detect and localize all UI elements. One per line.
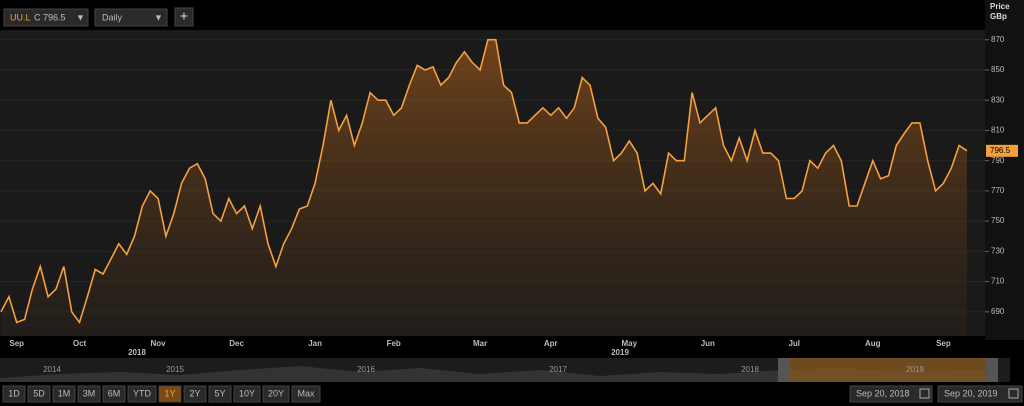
- dropdown-arrow: ▼: [76, 12, 85, 22]
- ticker: UU.L: [10, 12, 31, 22]
- y-tick-label: 710: [991, 277, 1005, 286]
- range-button-label: 6M: [108, 388, 121, 398]
- y-axis-title: Price: [990, 2, 1010, 11]
- navigator-year: 2018: [741, 365, 759, 374]
- range-button[interactable]: [208, 385, 232, 403]
- range-button[interactable]: [262, 385, 290, 403]
- date-to-box[interactable]: [937, 385, 1023, 403]
- y-tick-label: 810: [991, 126, 1005, 135]
- add-label: +: [180, 8, 188, 24]
- axis-panel: [985, 0, 1024, 340]
- x-tick-label: Feb: [387, 339, 401, 348]
- quote: C 796.5: [34, 12, 66, 22]
- year-label: 2019: [611, 348, 629, 357]
- x-tick-label: May: [622, 339, 638, 348]
- y-tick-label: 750: [991, 216, 1005, 225]
- y-tick-label: 690: [991, 307, 1005, 316]
- navigator-year: 2015: [166, 365, 184, 374]
- range-button[interactable]: [27, 385, 51, 403]
- x-tick-label: Jul: [788, 339, 800, 348]
- range-button[interactable]: [233, 385, 261, 403]
- navigator-year: 2014: [43, 365, 61, 374]
- x-tick-label: Mar: [473, 339, 487, 348]
- range-button[interactable]: [2, 385, 26, 403]
- date-from-box[interactable]: [849, 385, 933, 403]
- range-button-label: 2Y: [189, 388, 200, 398]
- x-tick-label: Aug: [865, 339, 881, 348]
- y-tick-label: 870: [991, 35, 1005, 44]
- range-button-label: 3M: [83, 388, 96, 398]
- range-button[interactable]: [52, 385, 76, 403]
- dropdown-arrow: ▼: [154, 12, 163, 22]
- y-tick-label: 850: [991, 65, 1005, 74]
- x-tick-label: Jan: [308, 339, 322, 348]
- interval-box[interactable]: [94, 8, 168, 27]
- navigator-year: 2016: [357, 365, 375, 374]
- date-from: Sep 20, 2018: [856, 388, 910, 398]
- range-button-label: 5Y: [214, 388, 225, 398]
- date-to: Sep 20, 2019: [944, 388, 998, 398]
- y-tick-label: 790: [991, 156, 1005, 165]
- y-tick-label: 830: [991, 95, 1005, 104]
- last-price: 796.5: [990, 146, 1011, 155]
- interval: Daily: [102, 12, 123, 22]
- area: [1, 39, 967, 336]
- x-tick-label: Jun: [701, 339, 715, 348]
- x-tick-label: Sep: [936, 339, 951, 348]
- navigator-history: [0, 366, 985, 382]
- calendar-icon[interactable]: [919, 388, 930, 399]
- navigator-handle[interactable]: [778, 358, 790, 382]
- range-button-label: 5D: [33, 388, 45, 398]
- range-button-label: 1M: [58, 388, 71, 398]
- range-button-label: 1D: [8, 388, 20, 398]
- year-label: 2018: [128, 348, 146, 357]
- range-button-label: YTD: [133, 388, 152, 398]
- x-tick-label: Nov: [151, 339, 167, 348]
- range-button-label: 20Y: [268, 388, 284, 398]
- navigator-window[interactable]: [790, 358, 986, 382]
- ticker-box[interactable]: [3, 8, 89, 27]
- add-button[interactable]: [174, 7, 194, 27]
- x-tick-label: Apr: [544, 339, 558, 348]
- calendar-icon[interactable]: [1008, 388, 1019, 399]
- range-button[interactable]: [77, 385, 101, 403]
- line: [0, 38, 968, 325]
- range-button-label: 1Y: [164, 388, 175, 398]
- range-button[interactable]: [291, 385, 321, 403]
- x-tick-label: Oct: [73, 339, 87, 348]
- y-tick-label: 730: [991, 246, 1005, 255]
- range-button[interactable]: [127, 385, 157, 403]
- range-button-label: 10Y: [239, 388, 255, 398]
- x-tick-label: Dec: [229, 339, 244, 348]
- range-button[interactable]: [102, 385, 126, 403]
- y-tick-label: 770: [991, 186, 1005, 195]
- navigator-handle[interactable]: [986, 358, 998, 382]
- navigator-year: 2017: [549, 365, 567, 374]
- range-button-label: Max: [297, 388, 315, 398]
- last-price-box: [986, 144, 1018, 157]
- range-button[interactable]: [183, 385, 207, 403]
- range-button[interactable]: [158, 385, 182, 403]
- x-tick-label: Sep: [9, 339, 24, 348]
- navigator-year: 2019: [906, 365, 924, 374]
- y-axis-unit: GBp: [990, 12, 1007, 21]
